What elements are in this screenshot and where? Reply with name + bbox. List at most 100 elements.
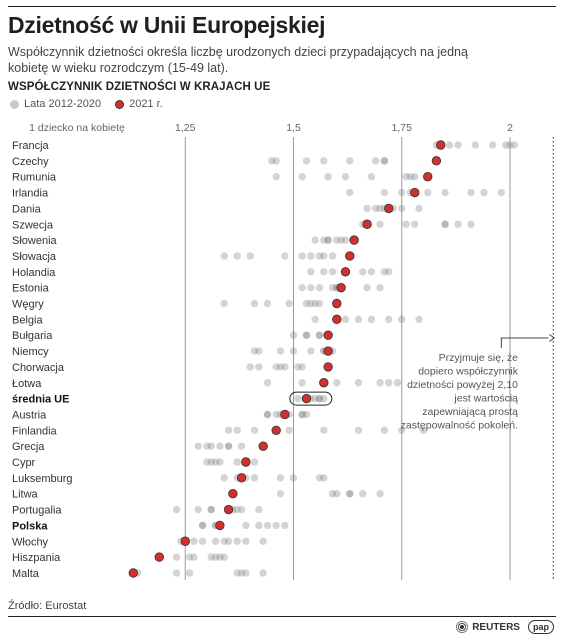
past-year-dot <box>203 442 211 450</box>
past-year-dot <box>185 553 194 561</box>
row-label: Hiszpania <box>12 552 61 564</box>
past-year-dot <box>294 363 302 371</box>
past-year-dot <box>216 458 224 466</box>
year-2021-dot <box>423 171 433 182</box>
year-2021-dot <box>431 156 442 166</box>
past-year-dot <box>233 569 241 577</box>
past-year-dot <box>246 252 254 260</box>
legend-item-past: Lata 2012-2020 <box>10 98 101 110</box>
past-year-dot <box>411 173 419 181</box>
row-label: Grecja <box>12 441 45 453</box>
past-year-dot <box>246 363 254 371</box>
row-label: Dania <box>12 203 42 215</box>
past-year-dot <box>320 426 328 434</box>
past-year-dot <box>402 220 410 228</box>
past-year-dot <box>315 252 324 260</box>
year-2021-dot <box>319 378 329 388</box>
past-year-dot <box>380 426 389 434</box>
past-year-dot <box>220 537 228 545</box>
past-year-dot <box>250 347 259 355</box>
past-year-dot <box>406 173 415 181</box>
legend-past-dot <box>10 99 19 109</box>
year-2021-dot <box>323 362 333 372</box>
past-year-dot <box>320 236 328 244</box>
past-year-dot <box>311 236 319 244</box>
year-2021-dot <box>215 520 225 531</box>
past-year-dot <box>276 474 285 482</box>
past-year-dot <box>467 188 475 197</box>
past-year-dot <box>242 521 250 530</box>
past-year-dot <box>398 426 406 434</box>
past-year-dot <box>380 157 389 165</box>
past-year-dot <box>415 204 423 213</box>
past-year-dot <box>497 188 506 197</box>
chart-section-title: WSPÓŁCZYNNIK DZIETNOŚCI W KRAJACH UE <box>8 81 271 93</box>
past-year-dot <box>341 173 350 181</box>
past-year-dot <box>276 347 285 355</box>
past-year-dot <box>298 283 306 292</box>
past-year-dot <box>255 363 263 371</box>
past-year-dot <box>346 188 354 197</box>
past-year-dot <box>411 220 419 228</box>
bottom-rule <box>8 616 556 617</box>
past-year-dot <box>307 299 315 308</box>
past-year-dot <box>198 537 207 545</box>
row-label: Estonia <box>12 283 50 295</box>
year-2021-dot <box>332 298 342 309</box>
legend-current-dot <box>115 99 125 109</box>
past-year-dot <box>298 363 306 371</box>
past-year-dot <box>233 458 241 466</box>
past-year-dot <box>198 521 207 530</box>
past-year-dot <box>263 410 272 419</box>
year-2021-dot <box>384 203 394 214</box>
past-year-dot <box>298 252 306 260</box>
past-year-dot <box>233 426 241 434</box>
past-year-dot <box>207 553 215 561</box>
past-year-dot <box>172 553 181 561</box>
past-year-dot <box>281 252 289 260</box>
year-2021-dot <box>349 235 359 245</box>
row-label: Irlandia <box>12 188 49 200</box>
past-year-dot <box>285 426 293 434</box>
past-year-dot <box>272 521 280 530</box>
legend-item-current: 2021 r. <box>115 98 163 110</box>
year-2021-dot <box>410 187 420 198</box>
source-note: Źródło: Eurostat <box>8 600 87 612</box>
past-year-dot <box>207 442 215 450</box>
past-year-dot <box>259 569 267 577</box>
past-year-dot <box>441 220 449 228</box>
past-year-dot <box>237 442 246 450</box>
past-year-dot <box>367 268 376 276</box>
past-year-dot <box>367 173 376 181</box>
past-year-dot <box>224 442 233 450</box>
replacement-annotation: Przyjmuje się, że dopiero współczynnik dzi… <box>401 352 519 432</box>
pap-logo: pap <box>527 620 554 634</box>
x-tick-label: 1,25 <box>175 122 196 134</box>
row-label: Chorwacja <box>12 362 65 374</box>
x-tick-label: 1,75 <box>392 122 413 134</box>
past-year-dot <box>333 490 341 498</box>
past-year-dot <box>185 569 194 577</box>
past-year-dot <box>289 474 298 482</box>
year-2021-dot <box>332 314 342 325</box>
past-year-dot <box>385 268 393 276</box>
past-year-dot <box>268 157 276 165</box>
row-label: Malta <box>12 568 40 580</box>
past-year-dot <box>302 331 311 339</box>
past-year-dot <box>320 268 328 276</box>
past-year-dot <box>216 553 224 561</box>
past-year-dot <box>207 505 215 514</box>
past-year-dot <box>441 220 449 228</box>
past-year-dot <box>324 236 332 244</box>
past-year-dot <box>393 379 402 387</box>
year-2021-dot <box>154 552 164 562</box>
past-year-dot <box>385 315 393 324</box>
past-year-dot <box>211 537 220 545</box>
past-year-dot <box>328 283 337 292</box>
past-year-dot <box>315 331 324 339</box>
past-year-dot <box>315 331 324 339</box>
row-label: Łotwa <box>12 378 42 390</box>
past-year-dot <box>272 173 280 181</box>
past-year-dot <box>289 331 298 339</box>
past-year-dot <box>302 331 311 339</box>
